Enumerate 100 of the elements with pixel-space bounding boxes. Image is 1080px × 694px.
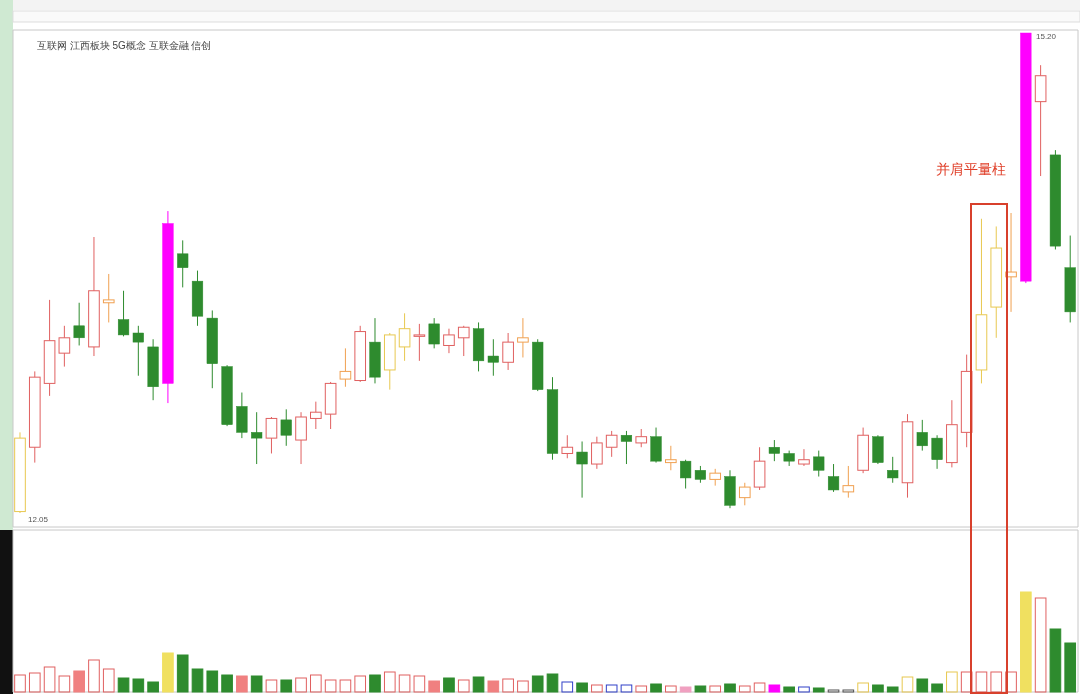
bar — [221, 674, 233, 693]
bar — [946, 671, 958, 693]
candlestick — [931, 434, 943, 470]
bar — [605, 684, 618, 693]
candlestick — [398, 312, 411, 362]
bar — [1034, 597, 1047, 693]
bar — [383, 671, 396, 693]
bar — [901, 676, 914, 693]
bar — [413, 675, 426, 693]
bar — [324, 679, 337, 693]
bar — [931, 683, 943, 693]
annotation: 15.20 — [1036, 32, 1057, 41]
bar — [295, 677, 307, 693]
candlestick — [1005, 212, 1017, 313]
bar — [576, 682, 588, 693]
text: 12.05 — [28, 515, 49, 524]
bar — [457, 679, 470, 693]
candlestick — [768, 439, 780, 462]
candlestick — [916, 419, 928, 452]
bar — [428, 680, 440, 693]
candlestick — [58, 325, 71, 368]
bar — [635, 685, 648, 693]
annotation: 并肩平量柱 — [936, 161, 1006, 177]
candlestick — [177, 239, 189, 288]
candlestick — [975, 218, 988, 384]
bar — [472, 676, 485, 693]
candlestick — [798, 448, 810, 467]
bar — [650, 683, 662, 693]
candlestick — [251, 411, 263, 465]
bar — [665, 685, 677, 693]
candlestick — [280, 408, 292, 447]
bar — [162, 652, 174, 693]
candlestick — [502, 332, 514, 371]
bar — [916, 678, 929, 693]
candlestick — [413, 323, 426, 362]
candlestick — [383, 332, 396, 391]
bar — [265, 679, 278, 693]
bar — [531, 675, 544, 693]
candlestick — [457, 326, 470, 357]
candlestick — [857, 427, 869, 474]
candlestick — [591, 436, 603, 470]
annotation: 互联网 江西板块 5G概念 互联金融 信创 — [37, 40, 212, 51]
bar — [812, 687, 825, 693]
bar — [1020, 591, 1032, 693]
bar — [709, 685, 722, 693]
bar — [102, 668, 115, 693]
candlestick — [576, 440, 588, 499]
bar — [738, 685, 751, 693]
candlestick — [901, 413, 914, 499]
bar — [679, 686, 692, 693]
candlestick — [443, 328, 455, 354]
bar — [517, 680, 529, 693]
bar — [487, 680, 500, 693]
bar — [14, 674, 26, 693]
candlestick — [827, 463, 840, 493]
candlestick — [887, 456, 899, 484]
bar — [132, 678, 145, 693]
candlestick — [132, 325, 144, 377]
bar — [206, 670, 219, 693]
candlestick — [428, 317, 440, 349]
bar — [975, 671, 988, 693]
candlestick — [517, 317, 529, 358]
candlestick — [310, 401, 322, 430]
bar — [191, 668, 204, 693]
candlestick — [990, 225, 1003, 339]
bar — [886, 686, 899, 693]
candlestick — [102, 273, 115, 323]
candlestick — [43, 299, 56, 397]
bar — [354, 675, 367, 693]
bar — [1064, 642, 1077, 693]
candlestick — [665, 445, 677, 471]
bar — [591, 684, 603, 693]
bar — [842, 689, 855, 693]
bar — [369, 674, 381, 693]
bar — [827, 689, 840, 693]
bar — [768, 684, 781, 693]
bar — [798, 686, 810, 693]
bar — [176, 654, 189, 693]
candlestick — [605, 430, 618, 458]
candlestick — [561, 434, 574, 459]
bar — [280, 679, 293, 693]
candlestick — [28, 370, 41, 464]
bar — [117, 677, 130, 693]
bar — [620, 684, 633, 693]
bar — [443, 677, 455, 693]
bar — [724, 683, 736, 693]
bar — [339, 679, 352, 693]
bar — [147, 681, 159, 693]
candlestick — [620, 430, 633, 465]
candlestick — [1034, 64, 1047, 177]
bar — [28, 672, 41, 693]
bar — [857, 682, 869, 693]
bar — [43, 666, 56, 693]
candlestick — [73, 302, 85, 346]
candlestick — [88, 236, 100, 357]
bar — [561, 681, 574, 693]
candlestick — [295, 411, 307, 465]
bar — [960, 671, 973, 693]
candlestick — [487, 338, 499, 377]
bar — [398, 674, 411, 693]
